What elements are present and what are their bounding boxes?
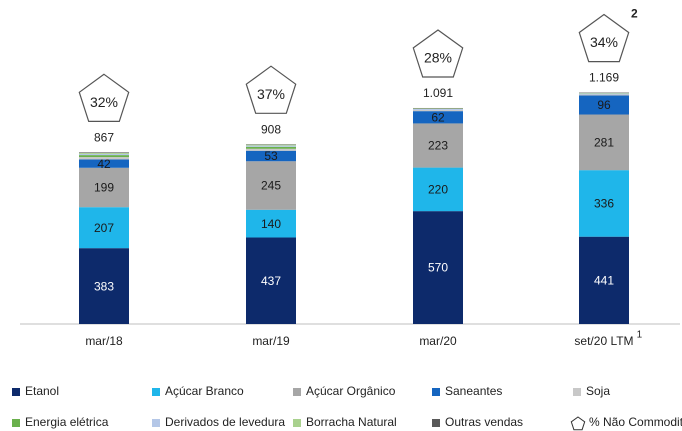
legend-swatch: [432, 388, 440, 396]
legend-label: Saneantes: [445, 384, 502, 398]
x-tick-label: mar/19: [252, 334, 290, 348]
bar-segment: [246, 144, 296, 146]
bar-segment: [246, 146, 296, 149]
x-tick-label: set/20 LTM: [574, 334, 633, 348]
segment-label: 383: [94, 279, 114, 293]
bar-segment: [413, 108, 463, 109]
segment-label: 42: [97, 157, 111, 171]
bar-segment: [413, 123, 463, 168]
pentagon: [578, 13, 630, 63]
bar-segment: [579, 93, 629, 95]
legend-label: Energia elétrica: [25, 415, 109, 429]
bar-segment: [579, 114, 629, 171]
segment-label: 336: [594, 197, 614, 211]
bar-segment: [246, 145, 296, 147]
pentagon-label: 28%: [424, 50, 452, 66]
legend-swatch: [12, 419, 20, 427]
legend-swatch: [12, 388, 20, 396]
segment-label: 570: [428, 261, 448, 275]
legend-swatch: [152, 419, 160, 427]
bar-segment: [579, 236, 629, 324]
bar-segment: [579, 92, 629, 94]
legend-swatch: [293, 419, 301, 427]
bar-segment: [246, 161, 296, 210]
bar-segment: [246, 148, 296, 151]
pentagon-label: 34%: [590, 34, 618, 50]
bar-segment: [413, 109, 463, 112]
bar-segment: [79, 153, 129, 156]
legend-label: Açúcar Orgânico: [306, 384, 396, 398]
segment-label: 140: [261, 217, 281, 231]
x-tick-label: mar/20: [419, 334, 457, 348]
bar-segment: [79, 248, 129, 324]
bar-segment: [579, 170, 629, 237]
bar-segment: [413, 211, 463, 324]
legend-label: % Não Commodit: [589, 415, 682, 429]
bar-segment: [579, 95, 629, 115]
bar-segment: [79, 152, 129, 154]
legend-label: Derivados de levedura: [165, 415, 285, 429]
total-label: 908: [261, 122, 281, 136]
bar-segment: [246, 237, 296, 324]
segment-label: 245: [261, 179, 281, 193]
pentagon: [412, 29, 464, 78]
total-label: 1.091: [423, 86, 453, 100]
legend-label: Borracha Natural: [306, 415, 397, 429]
segment-label: 441: [594, 274, 614, 288]
bar-segment: [413, 167, 463, 212]
legend-label: Soja: [586, 384, 610, 398]
legend-pentagon: [570, 416, 586, 431]
total-label: 1.169: [589, 71, 619, 85]
pentagon-note: 2: [631, 7, 638, 21]
bar-segment: [413, 111, 463, 124]
segment-label: 437: [261, 274, 281, 288]
pentagon-label: 32%: [90, 94, 118, 110]
legend-swatch: [293, 388, 301, 396]
segment-label: 53: [264, 149, 278, 163]
segment-label: 62: [431, 110, 445, 124]
total-label: 867: [94, 131, 114, 145]
legend-label: Açúcar Branco: [165, 384, 244, 398]
bar-segment: [579, 94, 629, 96]
bar-segment: [79, 159, 129, 168]
segment-label: 207: [94, 221, 114, 235]
pentagon: [78, 73, 130, 123]
bar-segment: [79, 152, 129, 153]
x-tick-label: mar/18: [85, 334, 123, 348]
legend-swatch: [573, 388, 581, 396]
pentagon-label: 37%: [257, 86, 285, 102]
segment-label: 96: [597, 98, 611, 112]
segment-label: 199: [94, 181, 114, 195]
bar-segment: [79, 207, 129, 249]
segment-label: 220: [428, 183, 448, 197]
pentagon: [245, 65, 297, 114]
segment-label: 281: [594, 136, 614, 150]
bar-segment: [246, 209, 296, 238]
category-note: 1: [637, 330, 643, 341]
bar-segment: [79, 167, 129, 208]
segment-label: 223: [428, 139, 448, 153]
bar-segment: [413, 108, 463, 110]
bar-segment: [79, 155, 129, 158]
legend-label: Outras vendas: [445, 415, 523, 429]
bar-segment: [79, 157, 129, 160]
legend-label: Etanol: [25, 384, 59, 398]
bar-segment: [246, 150, 296, 162]
legend-swatch: [152, 388, 160, 396]
legend-swatch: [432, 419, 440, 427]
